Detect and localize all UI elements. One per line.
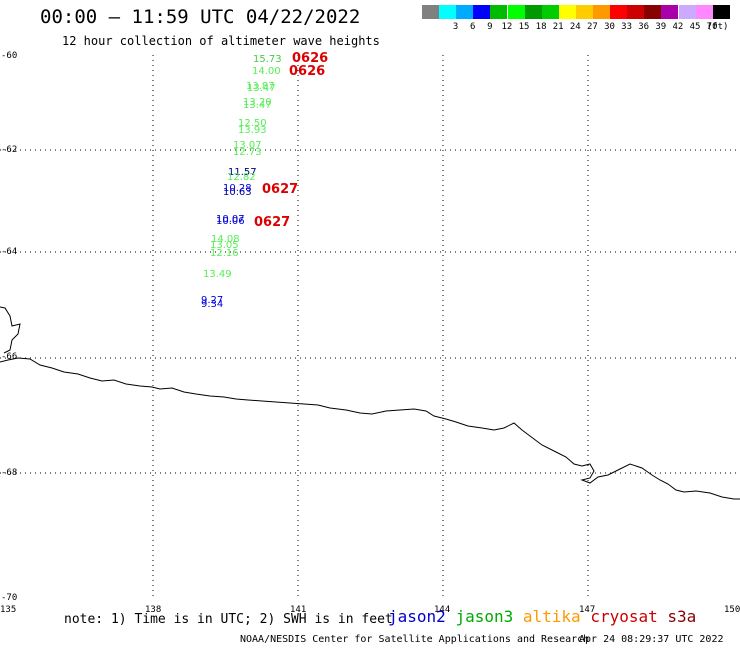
swh-value: 15.73 <box>253 54 282 65</box>
legend-swatch <box>524 5 542 19</box>
coastline-segment <box>0 306 21 354</box>
swh-value: 9.27 <box>201 295 223 306</box>
swh-value: 14.00 <box>252 66 281 77</box>
latitude-label: -60 <box>1 51 17 61</box>
legend-swatch <box>490 5 508 19</box>
longitude-label: 138 <box>145 605 161 615</box>
legend-label: 9 <box>487 22 493 32</box>
latitude-label: -66 <box>1 352 17 362</box>
legend-label: 15 <box>518 22 530 32</box>
swh-value: 10.07 <box>216 214 245 225</box>
latitude-label: -62 <box>1 145 17 155</box>
legend-label: 39 <box>655 22 667 32</box>
map-subtitle: 12 hour collection of altimeter wave hei… <box>62 34 380 48</box>
longitude-label: 150 <box>724 605 740 615</box>
swh-value: 13.07 <box>233 140 262 151</box>
latitude-label: -64 <box>1 247 17 257</box>
pass-time-tag: 0627 <box>254 215 290 230</box>
legend-label: 42 <box>672 22 684 32</box>
credit-line: NOAA/NESDIS Center for Satellite Applica… <box>240 634 590 645</box>
legend-label: 24 <box>569 22 581 32</box>
legend-label: 45 <box>689 22 701 32</box>
swh-value: 13.93 <box>238 125 267 136</box>
swh-value: 10.06 <box>216 216 245 227</box>
legend-swatch <box>507 5 525 19</box>
legend-label: 18 <box>535 22 547 32</box>
pass-time-tag: 0626 <box>292 51 328 66</box>
satellite-name-cryosat: cryosat <box>590 607 668 626</box>
legend-swatch <box>712 5 730 19</box>
pass-time-tag: 0626 <box>289 64 325 79</box>
antarctic-coastline <box>0 357 740 500</box>
legend-label: 70 <box>706 22 718 32</box>
swh-value: 12.16 <box>210 248 239 259</box>
legend-unit: (ft) <box>706 22 729 32</box>
swh-value: 13.20 <box>243 97 272 108</box>
longitude-label: 141 <box>290 605 306 615</box>
legend-swatch <box>627 5 645 19</box>
swh-value: 10.63 <box>223 187 252 198</box>
legend-label: 27 <box>586 22 598 32</box>
satellite-name-altika: altika <box>522 607 591 626</box>
satellite-name-jason2: jason2 <box>388 607 456 626</box>
legend-swatch <box>558 5 576 19</box>
longitude-label: 147 <box>579 605 595 615</box>
legend-swatch <box>661 5 679 19</box>
latitude-label: -68 <box>1 468 17 478</box>
legend-label: 21 <box>552 22 564 32</box>
legend-swatch <box>575 5 593 19</box>
pass-time-tag: 0627 <box>262 182 298 197</box>
generation-date: Apr 24 08:29:37 UTC 2022 <box>579 634 724 645</box>
longitude-label: 144 <box>434 605 450 615</box>
legend-swatch <box>456 5 474 19</box>
satellite-name-jason3: jason3 <box>455 607 523 626</box>
legend-swatch <box>610 5 628 19</box>
legend-swatch <box>644 5 662 19</box>
wave-height-observations: 15.7314.0013.8713.4713.2013.4712.5013.93… <box>201 54 282 310</box>
swh-value: 12.50 <box>238 118 267 129</box>
map-title: 00:00 – 11:59 UTC 04/22/2022 <box>40 6 361 28</box>
legend-swatch <box>695 5 713 19</box>
legend-swatch <box>541 5 559 19</box>
swh-value: 14.08 <box>211 234 240 245</box>
legend-label: 33 <box>621 22 633 32</box>
footer-note: note: 1) Time is in UTC; 2) SWH is in fe… <box>64 612 393 627</box>
satellite-name-s3a: s3a <box>667 607 697 626</box>
legend-swatch <box>422 5 439 19</box>
legend-label: 12 <box>501 22 513 32</box>
longitude-label: 135 <box>0 605 16 615</box>
swh-value: 13.47 <box>247 83 276 94</box>
legend-swatch <box>473 5 491 19</box>
lat-lon-grid <box>0 55 740 598</box>
swh-value: 10.28 <box>223 183 252 194</box>
legend-label: 3 <box>452 22 459 32</box>
legend-swatch <box>439 5 457 19</box>
legend-label: 6 <box>469 22 476 32</box>
swh-value: 12.73 <box>233 147 262 158</box>
swh-value: 12.82 <box>227 172 256 183</box>
swh-value: 9.34 <box>201 299 223 310</box>
latitude-label: -70 <box>1 593 17 603</box>
axis-labels: -60 -62 -64 -66 -68 -70 135 138 141 144 147 150 <box>0 51 740 615</box>
legend-swatch <box>593 5 610 19</box>
satellite-legend: jason2 jason3 altika cryosat s3a <box>388 607 696 626</box>
swh-value: 13.05 <box>210 240 239 251</box>
legend-label: 36 <box>638 22 650 32</box>
swh-value: 13.47 <box>243 100 272 111</box>
swh-value: 13.49 <box>203 269 232 280</box>
legend-label: 30 <box>604 22 615 32</box>
swh-value: 13.87 <box>246 81 275 92</box>
swh-value: 11.57 <box>228 167 257 178</box>
legend-swatch <box>678 5 696 19</box>
